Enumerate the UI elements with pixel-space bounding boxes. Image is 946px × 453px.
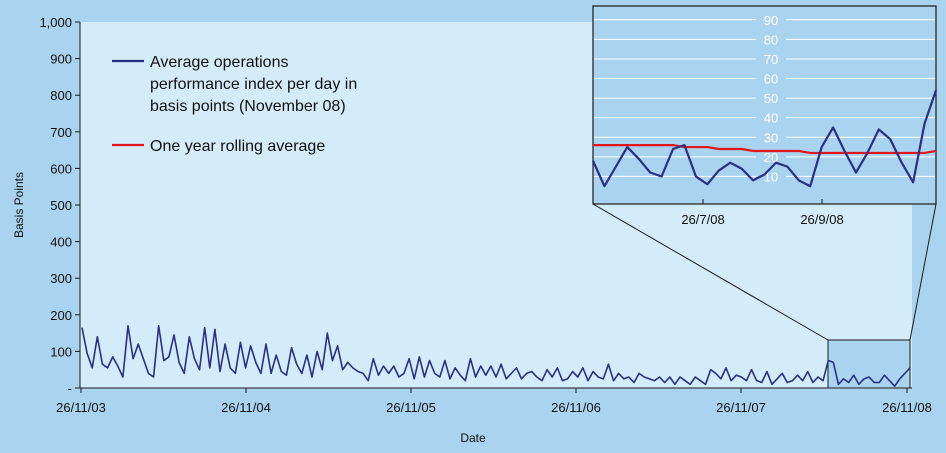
zoom-connector-left	[592, 203, 829, 341]
legend-label-daily-index: basis points (November 08)	[150, 98, 346, 115]
inset-y-tick-label: 80	[764, 32, 778, 47]
inset-y-tick-label: 60	[764, 72, 778, 87]
inset-x-tick-label: 26/7/08	[681, 212, 724, 227]
x-tick-label: 26/11/05	[386, 400, 436, 415]
y-tick-label: -	[68, 381, 72, 396]
inset-y-tick-label: 50	[764, 91, 778, 106]
inset-x-tick-label: 26/9/08	[800, 212, 843, 227]
y-tick-label: 400	[50, 235, 72, 250]
x-tick-label: 26/11/03	[56, 400, 106, 415]
inset-y-tick-label: 30	[764, 130, 778, 145]
legend-label-rolling-average: One year rolling average	[150, 138, 325, 155]
inset-series-rolling-average	[593, 143, 937, 155]
inset-series-daily-index	[591, 89, 938, 188]
inset-y-tick-label: 20	[764, 150, 778, 165]
y-tick-label: 700	[50, 125, 72, 140]
legend-label-daily-index: Average operations	[150, 54, 288, 71]
inset-chart: 10 20 30 40 50 60 70 80 90 26/7/08 26/9/08	[591, 5, 938, 227]
y-tick-label: 800	[50, 88, 72, 103]
y-tick-label: 600	[50, 161, 72, 176]
series-line-daily-index	[81, 324, 911, 387]
y-tick-label: 100	[50, 344, 72, 359]
inset-y-tick-label: 90	[764, 13, 778, 28]
inset-y-tick-label: 70	[764, 52, 778, 67]
x-tick-label: 26/11/08	[882, 400, 932, 415]
y-tick-label: 500	[50, 198, 72, 213]
y-tick-label: 300	[50, 271, 72, 286]
y-tick-label: 200	[50, 308, 72, 323]
y-axis-title: Basis Points	[12, 172, 26, 238]
x-tick-label: 26/11/04	[221, 400, 271, 415]
legend-label-daily-index: performance index per day in	[150, 76, 357, 93]
x-axis-title: Date	[460, 431, 486, 445]
y-tick-label: 900	[50, 52, 72, 67]
inset-y-tick-label: 40	[764, 111, 778, 126]
x-tick-label: 26/11/06	[551, 400, 601, 415]
inset-y-tick-label: 10	[764, 169, 778, 184]
x-tick-label: 26/11/07	[716, 400, 766, 415]
y-tick-label: 1,000	[39, 15, 72, 30]
zoom-connector-right	[909, 203, 937, 341]
